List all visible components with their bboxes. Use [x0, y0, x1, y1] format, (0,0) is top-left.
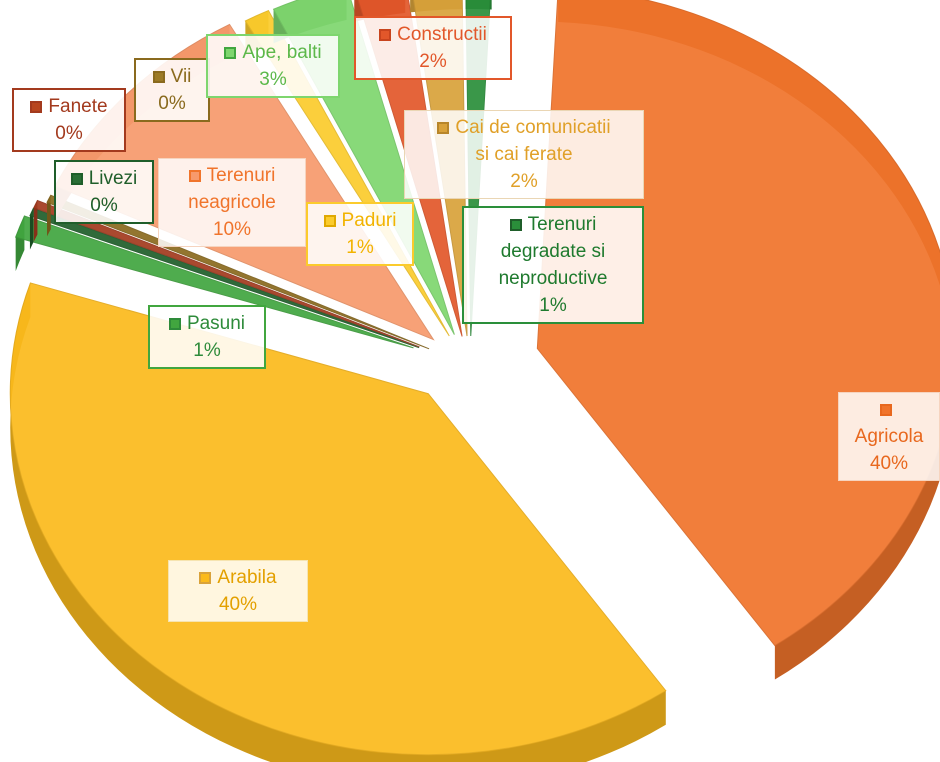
slice-pasuni [15, 215, 414, 349]
label-degradate-line1: Terenuri [527, 214, 597, 235]
label-arabila-name: Arabila [217, 567, 277, 588]
paduri-marker-icon [323, 214, 336, 227]
constructii-marker-icon [379, 28, 392, 41]
arabila-marker-icon [199, 571, 212, 584]
label-pasuni: Pasuni 1% [148, 305, 266, 369]
label-fanete-pct: 0% [55, 123, 83, 144]
label-livezi-pct: 0% [90, 195, 118, 216]
label-fanete: Fanete 0% [12, 88, 126, 152]
vii-marker-icon [152, 70, 165, 83]
slice-arabila [9, 282, 667, 756]
label-neagricole-line1: Terenuri [206, 165, 276, 186]
label-livezi-name: Livezi [88, 168, 138, 189]
ape-marker-icon [224, 46, 237, 59]
label-agricola-name: Agricola [854, 426, 924, 447]
label-cai-comunicatii: Cai de comunicatii si cai ferate 2% [404, 110, 644, 199]
label-neagricole-pct: 10% [212, 219, 252, 240]
label-agricola: Agricola 40% [838, 392, 940, 481]
label-paduri: Paduri 1% [306, 202, 414, 266]
pasuni-marker-icon [168, 317, 181, 330]
label-neagricole-line2: neagricole [188, 192, 276, 213]
label-degradate-line2: degradate si [500, 241, 606, 262]
label-degradate-pct: 1% [539, 295, 567, 316]
label-ape-balti: Ape, balti 3% [206, 34, 340, 98]
label-paduri-name: Paduri [341, 210, 397, 231]
label-paduri-pct: 1% [346, 237, 374, 258]
label-ape-pct: 3% [259, 69, 287, 90]
label-constructii-name: Constructii [397, 24, 487, 45]
label-fanete-name: Fanete [48, 96, 108, 117]
degradate-marker-icon [509, 218, 522, 231]
label-vii-name: Vii [170, 66, 192, 87]
slice-livezi [29, 207, 420, 349]
neagricole-marker-icon [188, 169, 201, 182]
label-cai-line1: Cai de comunicatii [455, 117, 611, 138]
label-terenuri-degradate: Terenuri degradate si neproductive 1% [462, 206, 644, 324]
agricola-marker-icon [880, 403, 892, 416]
label-cai-line2: si cai ferate [475, 144, 573, 165]
slice-side-livezi [29, 208, 34, 250]
label-arabila-pct: 40% [218, 594, 258, 615]
livezi-marker-icon [70, 172, 83, 185]
label-agricola-pct: 40% [869, 453, 909, 474]
label-constructii-pct: 2% [419, 51, 447, 72]
label-vii-pct: 0% [158, 93, 186, 114]
slice-vii [46, 194, 430, 350]
label-constructii: Constructii 2% [354, 16, 512, 80]
label-ape-name: Ape, balti [242, 42, 322, 63]
label-vii: Vii 0% [134, 58, 210, 122]
label-livezi: Livezi 0% [54, 160, 154, 224]
label-pasuni-pct: 1% [193, 340, 221, 361]
cai-marker-icon [437, 121, 450, 134]
label-pasuni-name: Pasuni [186, 313, 246, 334]
label-cai-pct: 2% [510, 171, 538, 192]
slice-side-fanete [33, 200, 38, 242]
slice-side-vii [46, 195, 51, 237]
slice-fanete [33, 199, 420, 348]
label-terenuri-neagricole: Terenuri neagricole 10% [158, 158, 306, 247]
fanete-marker-icon [30, 100, 43, 113]
label-degradate-line3: neproductive [498, 268, 608, 289]
label-arabila: Arabila 40% [168, 560, 308, 622]
slice-cai-de-comunicatii-si-cai-ferate [413, 0, 468, 337]
